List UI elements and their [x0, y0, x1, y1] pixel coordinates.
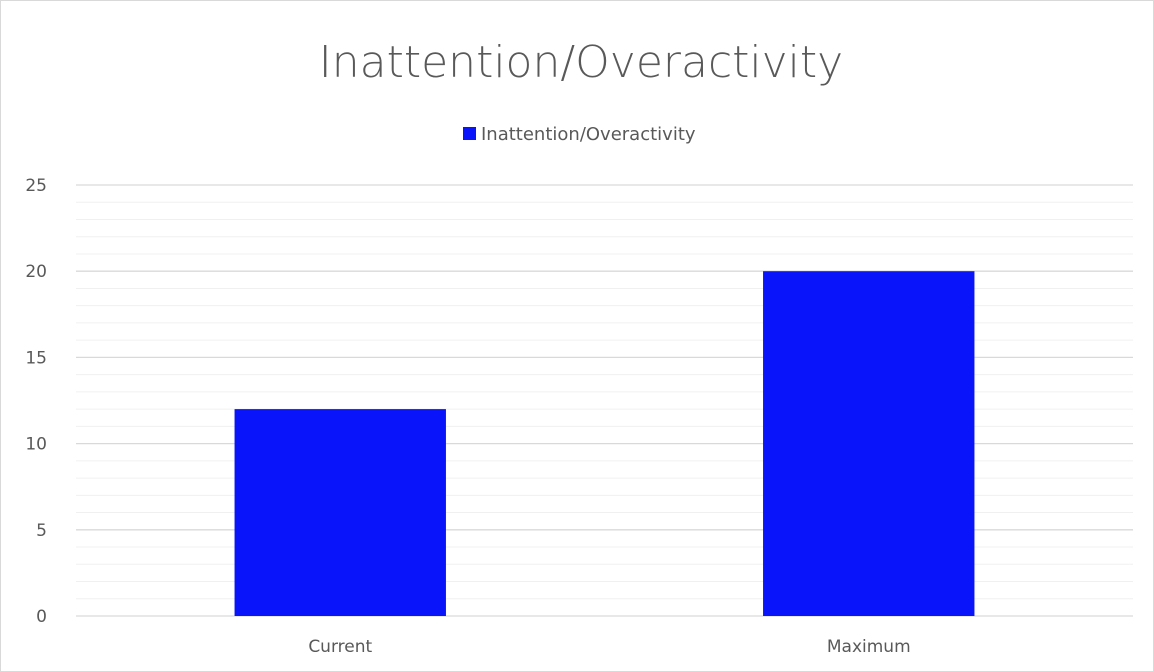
bar-current: [235, 409, 446, 616]
y-tick-label: 25: [25, 176, 47, 196]
legend: Inattention/Overactivity: [463, 124, 696, 145]
x-axis-category-labels: Current Maximum: [308, 637, 910, 657]
y-tick-label: 10: [25, 435, 47, 455]
y-tick-label: 5: [36, 521, 47, 541]
x-category-label: Maximum: [827, 637, 911, 657]
bar-maximum: [763, 271, 974, 616]
y-axis-tick-labels: 0 5 10 15 20 25: [25, 176, 47, 627]
x-category-label: Current: [308, 637, 372, 657]
chart-title: Inattention/Overactivity: [319, 37, 843, 88]
y-tick-label: 0: [36, 607, 47, 627]
y-tick-label: 15: [25, 348, 47, 368]
legend-label: Inattention/Overactivity: [481, 124, 696, 145]
y-tick-label: 20: [25, 262, 47, 282]
legend-swatch: [463, 127, 476, 140]
